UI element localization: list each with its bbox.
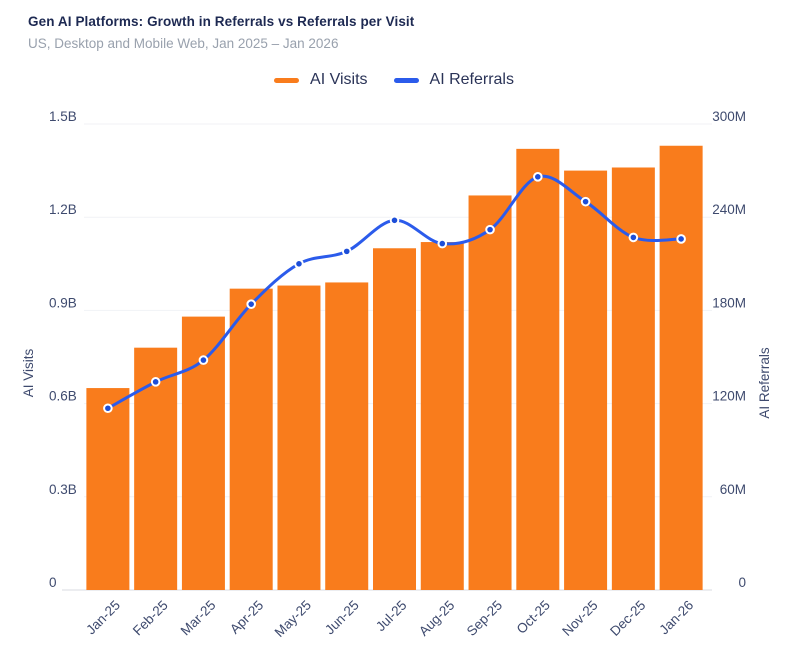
point-jun-25[interactable]	[341, 246, 352, 257]
bar-sep-25[interactable]	[468, 195, 512, 590]
x-axis-tick-jun-25: Jun-25	[322, 598, 362, 638]
ai-visits-swatch-icon	[274, 77, 300, 83]
y-axis-left-tick: 0.3B	[49, 482, 77, 497]
bar-jan-26[interactable]	[659, 145, 703, 590]
right-axis-title: AI Referrals	[757, 347, 772, 419]
point-may-25[interactable]	[294, 259, 304, 269]
bar-nov-25[interactable]	[564, 170, 608, 590]
x-axis-tick-jul-25: Jul-25	[373, 598, 410, 635]
y-axis-right-tick: 120M	[712, 389, 746, 404]
y-axis-right-tick: 240M	[712, 202, 746, 217]
ai-referrals-swatch-icon	[393, 77, 419, 83]
chart-canvas: 0 0 0.3B 60M 0.6B 120M 0.9B 180M 1.2B 240M 1.5B 300…	[21, 109, 772, 640]
y-axis-left-tick: 1.5B	[49, 109, 77, 124]
x-axis-tick-jan-25: Jan-25	[83, 598, 123, 638]
point-nov-25[interactable]	[580, 196, 591, 207]
x-axis-tick-aug-25: Aug-25	[416, 598, 457, 639]
point-jul-25[interactable]	[389, 215, 400, 226]
bar-dec-25[interactable]	[611, 167, 655, 590]
legend-label-ai-visits: AI Visits	[310, 71, 368, 88]
point-jan-25[interactable]	[103, 403, 113, 414]
x-axis-tick-oct-25: Oct-25	[514, 598, 553, 637]
chart-subtitle: US, Desktop and Mobile Web, Jan 2025 – J…	[28, 36, 339, 51]
bar-may-25[interactable]	[277, 285, 321, 590]
bar-jan-25[interactable]	[86, 388, 130, 590]
bar-jun-25[interactable]	[325, 282, 369, 590]
y-axis-right-tick: 60M	[720, 482, 746, 497]
y-axis-right-tick: 180M	[712, 295, 746, 310]
left-axis-title: AI Visits	[21, 348, 36, 397]
y-axis-left-tick: 0.9B	[49, 295, 77, 310]
x-axis-tick-sep-25: Sep-25	[464, 598, 505, 639]
point-aug-25[interactable]	[437, 238, 448, 249]
bar-aug-25[interactable]	[420, 242, 464, 590]
legend: AI Visits AI Referrals	[0, 71, 788, 89]
bar-jul-25[interactable]	[373, 248, 417, 590]
bar-apr-25[interactable]	[229, 288, 273, 590]
legend-item-ai-referrals[interactable]: AI Referrals	[393, 71, 514, 89]
legend-item-ai-visits[interactable]: AI Visits	[274, 71, 368, 89]
bar-oct-25[interactable]	[516, 148, 560, 590]
point-apr-25[interactable]	[246, 299, 256, 309]
x-axis-tick-nov-25: Nov-25	[559, 598, 600, 639]
point-mar-25[interactable]	[198, 355, 209, 365]
x-axis-tick-feb-25: Feb-25	[130, 598, 171, 639]
point-jan-26[interactable]	[676, 234, 686, 244]
x-axis-tick-dec-25: Dec-25	[607, 598, 648, 639]
legend-label-ai-referrals: AI Referrals	[429, 71, 514, 88]
x-axis-tick-apr-25: Apr-25	[227, 598, 266, 637]
point-dec-25[interactable]	[628, 232, 639, 243]
y-axis-right-tick: 0	[738, 575, 746, 590]
point-feb-25[interactable]	[150, 377, 161, 387]
x-axis-tick-may-25: May-25	[272, 598, 314, 640]
y-axis-left-tick: 0	[49, 575, 57, 590]
x-axis-tick-jan-26: Jan-26	[656, 598, 696, 638]
x-axis-tick-mar-25: Mar-25	[178, 598, 219, 639]
point-sep-25[interactable]	[485, 224, 495, 235]
point-oct-25[interactable]	[533, 172, 543, 182]
y-axis-right-tick: 300M	[712, 109, 746, 124]
y-axis-left-tick: 0.6B	[49, 389, 77, 404]
chart-title: Gen AI Platforms: Growth in Referrals vs…	[28, 14, 415, 29]
y-axis-left-tick: 1.2B	[49, 202, 77, 217]
